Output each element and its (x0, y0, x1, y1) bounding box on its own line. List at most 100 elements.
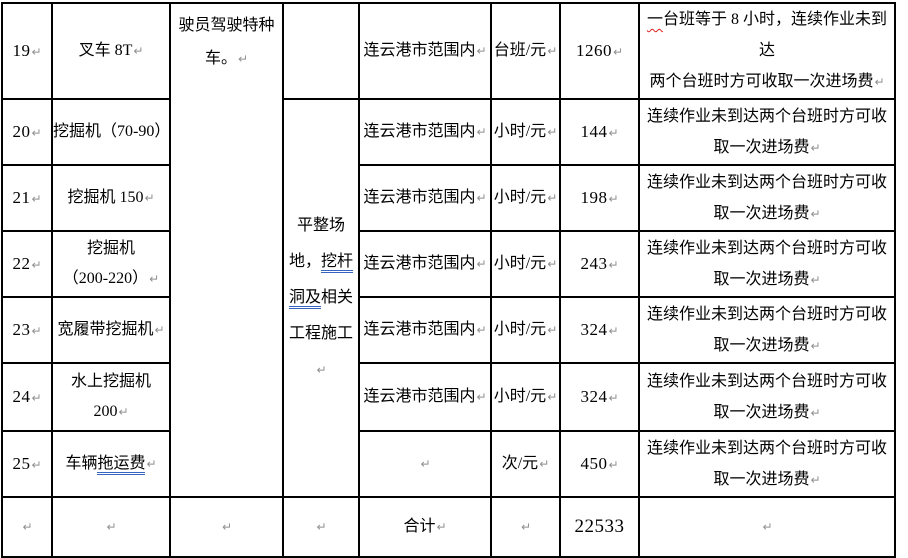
note-cell[interactable]: 一台班等于 8 小时，连续作业未到达 两个台班时方可收取一次进场费↵ (638, 2, 896, 100)
row-number-cell[interactable]: 25↵ (1, 430, 53, 498)
equipment-name-line2: （200-220）↵ (62, 270, 160, 287)
total-row: ↵ ↵ ↵ ↵ 合计↵ ↵ 22533 ↵ (1, 496, 896, 558)
row-number: 22 (12, 253, 31, 273)
empty-cell[interactable]: ↵ (1, 496, 53, 558)
price-value: 144 (580, 121, 608, 141)
unit-cell[interactable]: 小时/元↵ (490, 164, 561, 232)
unit-cell[interactable]: 台班/元↵ (490, 2, 561, 100)
row-number-cell[interactable]: 20↵ (1, 98, 53, 166)
unit-cell[interactable]: 小时/元↵ (490, 362, 561, 432)
unit-cell[interactable]: 小时/元↵ (490, 230, 561, 298)
unit-cell[interactable]: 小时/元↵ (490, 296, 561, 364)
note-cell[interactable]: 连续作业未到达两个台班时方可收 取一次进场费↵ (638, 98, 896, 166)
total-value-cell[interactable]: 22533 (559, 496, 640, 558)
note-line2: 两个台班时方可收取一次进场费↵ (649, 73, 885, 90)
equipment-name: 挖掘机（70-90） (53, 123, 170, 140)
equipment-name: 车辆 (65, 455, 98, 472)
pilcrow-mark: ↵ (31, 257, 42, 272)
note-line1: 连续作业未到达两个台班时方可收 (646, 439, 887, 457)
row-number-cell[interactable]: 24↵ (1, 362, 53, 432)
scope-cell[interactable]: ↵ (358, 430, 492, 498)
driver-note-cell[interactable]: 驶员驾驶特种 车。↵ (169, 2, 284, 498)
pilcrow-mark: ↵ (420, 457, 431, 471)
equipment-name-cell[interactable]: 挖掘机 150↵ (51, 164, 171, 232)
note-line1: 连续作业未到达两个台班时方可收 (646, 372, 887, 390)
price-value: 450 (580, 453, 608, 473)
scope-cell[interactable]: 连云港市范围内↵ (358, 164, 492, 232)
scope-text: 连云港市范围内 (363, 189, 476, 206)
scope-cell[interactable]: 连云港市范围内↵ (358, 230, 492, 298)
note-cell[interactable]: 连续作业未到达两个台班时方可收 取一次进场费↵ (638, 296, 896, 364)
row-number-cell[interactable]: 19↵ (1, 2, 53, 100)
price-cell[interactable]: 1260↵ (559, 2, 640, 100)
equipment-name-cell[interactable]: 挖掘机 （200-220）↵ (51, 230, 171, 298)
unit-cell[interactable]: 次/元↵ (490, 430, 561, 498)
price-cell[interactable]: 243↵ (559, 230, 640, 298)
work-scope-line2: 地，挖杆 (285, 244, 357, 280)
pilcrow-mark: ↵ (316, 363, 327, 377)
price-cell[interactable]: 324↵ (559, 296, 640, 364)
note-line2: 取一次进场费↵ (713, 204, 821, 222)
equipment-name-cell[interactable]: 宽履带挖掘机↵ (51, 296, 171, 364)
note-line2: 取一次进场费↵ (713, 403, 821, 421)
total-label-cell[interactable]: 合计↵ (358, 496, 492, 558)
row-number: 24 (12, 386, 31, 406)
note-cell[interactable]: 连续作业未到达两个台班时方可收 取一次进场费↵ (638, 430, 896, 498)
note-cell[interactable]: 连续作业未到达两个台班时方可收 取一次进场费↵ (638, 362, 896, 432)
pilcrow-mark: ↵ (810, 140, 821, 155)
row-number-cell[interactable]: 22↵ (1, 230, 53, 298)
scope-cell[interactable]: 连云港市范围内↵ (358, 98, 492, 166)
unit-cell[interactable]: 小时/元↵ (490, 98, 561, 166)
table-row: 24↵ 水上挖掘机 200↵ 连云港市范围内↵ 小时/元↵ 324↵ 连续作业未… (1, 362, 896, 432)
equipment-name-cell[interactable]: 车辆拖运费↵ (51, 430, 171, 498)
unit-text: 小时/元 (493, 321, 547, 338)
work-scope-cell[interactable]: 平整场 地，挖杆 洞及相关 工程施工↵ (282, 98, 360, 498)
work-scope-line4: 工程施工↵ (288, 325, 353, 377)
pilcrow-mark: ↵ (608, 191, 619, 206)
equipment-name-cell[interactable]: 叉车 8T↵ (51, 2, 171, 100)
row-number-cell[interactable]: 23↵ (1, 296, 53, 364)
empty-cell[interactable] (282, 2, 360, 100)
empty-cell[interactable]: ↵ (169, 496, 284, 558)
note-line1: 连续作业未到达两个台班时方可收 (646, 107, 887, 125)
row-number: 25 (12, 453, 31, 473)
pilcrow-mark: ↵ (31, 457, 42, 472)
pilcrow-mark: ↵ (31, 323, 42, 338)
note-cell[interactable]: 连续作业未到达两个台班时方可收 取一次进场费↵ (638, 164, 896, 232)
note-line1: 连续作业未到达两个台班时方可收 (646, 305, 887, 323)
price-cell[interactable]: 198↵ (559, 164, 640, 232)
note-line2: 取一次进场费↵ (713, 470, 821, 488)
equipment-name-cell[interactable]: 水上挖掘机 200↵ (51, 362, 171, 432)
scope-cell[interactable]: 连云港市范围内↵ (358, 2, 492, 100)
total-label: 合计 (403, 518, 436, 535)
row-number-cell[interactable]: 21↵ (1, 164, 53, 232)
empty-cell[interactable]: ↵ (490, 496, 561, 558)
note-cell[interactable]: 连续作业未到达两个台班时方可收 取一次进场费↵ (638, 230, 896, 298)
pilcrow-mark: ↵ (608, 125, 619, 140)
scope-cell[interactable]: 连云港市范围内↵ (358, 362, 492, 432)
pilcrow-mark: ↵ (810, 472, 821, 487)
empty-cell[interactable]: ↵ (282, 496, 360, 558)
empty-cell[interactable]: ↵ (638, 496, 896, 558)
table-row: 21↵ 挖掘机 150↵ 连云港市范围内↵ 小时/元↵ 198↵ 连续作业未到达… (1, 164, 896, 232)
pilcrow-mark: ↵ (476, 44, 487, 58)
pilcrow-mark: ↵ (874, 75, 885, 89)
pilcrow-mark: ↵ (221, 520, 233, 534)
pilcrow-mark: ↵ (762, 520, 773, 534)
equipment-name-cell[interactable]: 挖掘机（70-90） (51, 98, 171, 166)
pilcrow-mark: ↵ (608, 257, 619, 272)
equipment-name: 水上挖掘机 200 (70, 373, 151, 420)
price-cell[interactable]: 144↵ (559, 98, 640, 166)
empty-cell[interactable]: ↵ (51, 496, 171, 558)
price-cell[interactable]: 450↵ (559, 430, 640, 498)
scope-text: 连云港市范围内 (363, 42, 476, 59)
price-cell[interactable]: 324↵ (559, 362, 640, 432)
scope-cell[interactable]: 连云港市范围内↵ (358, 296, 492, 364)
row-number: 21 (12, 187, 31, 207)
table-row: 20↵ 挖掘机（70-90） 平整场 地，挖杆 洞及相关 工程施工↵ 连云港市范… (1, 98, 896, 498)
pilcrow-mark: ↵ (31, 44, 42, 59)
price-value: 324 (580, 386, 608, 406)
pilcrow-mark: ↵ (608, 457, 619, 472)
